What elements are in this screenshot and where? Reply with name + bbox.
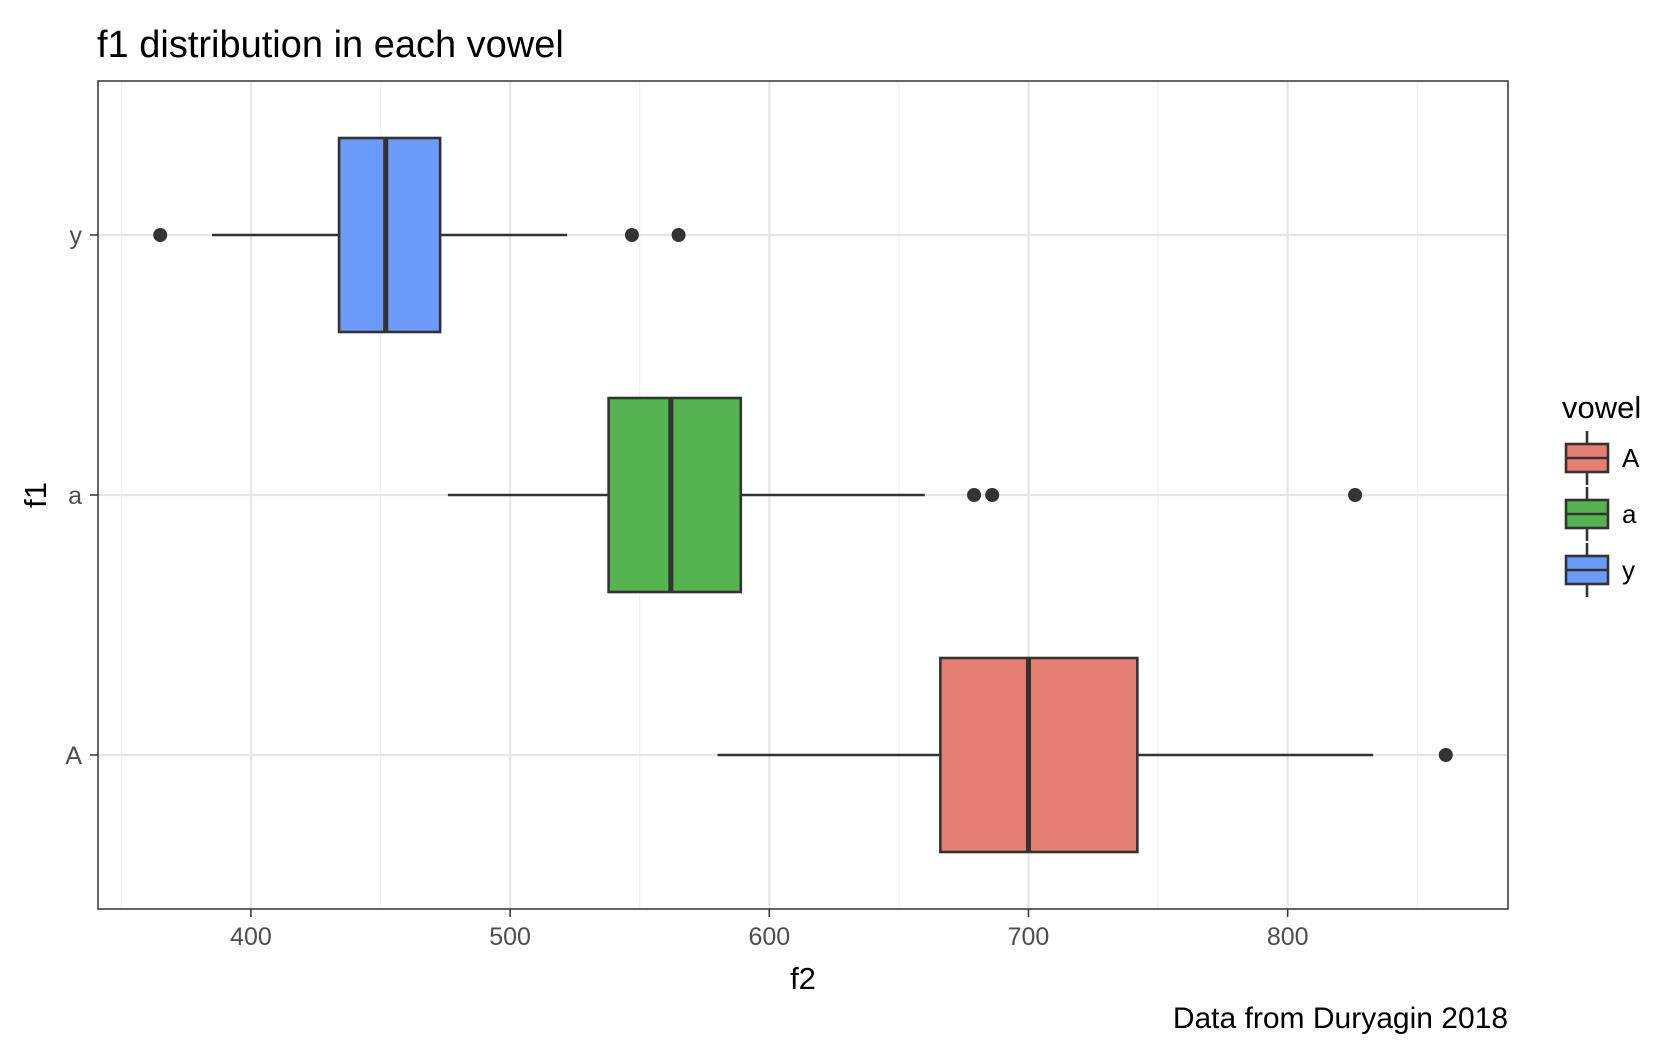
chart-title: f1 distribution in each vowel <box>97 24 564 66</box>
outlier-point <box>985 488 1000 502</box>
legend-item-A: A <box>1564 431 1640 485</box>
box-iqr <box>337 136 442 334</box>
x-tick-label: 800 <box>1267 923 1309 951</box>
box-group-y <box>153 136 686 334</box>
y-tick-label: A <box>65 742 82 770</box>
box-group-A <box>717 656 1453 854</box>
y-tick-label: a <box>68 482 82 510</box>
legend-item-label: A <box>1622 443 1640 473</box>
box-group-a <box>447 396 1363 594</box>
x-tick-label: 700 <box>1008 923 1050 951</box>
chart-caption: Data from Duryagin 2018 <box>1173 1002 1508 1035</box>
x-tick-label: 400 <box>230 923 272 951</box>
x-tick-label: 600 <box>748 923 790 951</box>
legend-item-a: a <box>1564 487 1637 541</box>
box-iqr <box>607 396 743 594</box>
legend: vowel Aay <box>1562 390 1641 597</box>
outlier-point <box>967 488 982 502</box>
legend-item-label: y <box>1622 555 1635 585</box>
outlier-point <box>1438 748 1453 762</box>
axes: 400 500 600 700 800 Aa y <box>65 222 1308 951</box>
legend-title: vowel <box>1562 390 1641 425</box>
outlier-point <box>1348 488 1363 502</box>
outlier-point <box>671 228 686 242</box>
outlier-point <box>153 228 168 242</box>
y-axis-label: f1 <box>18 482 53 508</box>
box-iqr <box>939 656 1139 854</box>
y-tick-label: y <box>70 222 83 250</box>
outlier-point <box>624 228 639 242</box>
x-axis-label: f2 <box>790 961 816 996</box>
legend-item-y: y <box>1564 543 1635 597</box>
box-series <box>153 136 1453 854</box>
legend-item-label: a <box>1622 499 1637 529</box>
x-tick-label: 500 <box>489 923 531 951</box>
